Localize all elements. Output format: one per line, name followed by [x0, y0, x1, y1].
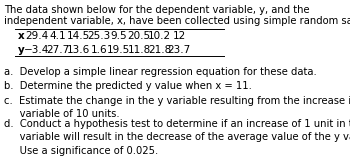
Text: 12: 12 [173, 31, 186, 41]
Text: 23.7: 23.7 [168, 45, 191, 55]
Text: −3.4: −3.4 [24, 45, 50, 55]
Text: 11.8: 11.8 [127, 45, 150, 55]
Text: 21.8: 21.8 [148, 45, 171, 55]
Text: b.  Determine the predicted y value when x = 11.: b. Determine the predicted y value when … [4, 81, 252, 91]
Text: 29.4: 29.4 [25, 31, 49, 41]
Text: 9.5: 9.5 [110, 31, 127, 41]
Text: 20.5: 20.5 [127, 31, 150, 41]
Text: 10.2: 10.2 [148, 31, 171, 41]
Text: The data shown below for the dependent variable, y, and the: The data shown below for the dependent v… [4, 5, 309, 15]
Text: d.  Conduct a hypothesis test to determine if an increase of 1 unit in the x
   : d. Conduct a hypothesis test to determin… [4, 119, 350, 156]
Text: 14.5: 14.5 [66, 31, 90, 41]
Text: 4.1: 4.1 [49, 31, 66, 41]
Text: x: x [18, 31, 24, 41]
Text: 19.5: 19.5 [107, 45, 130, 55]
Text: 25.3: 25.3 [87, 31, 111, 41]
Text: y: y [18, 45, 24, 55]
Text: a.  Develop a simple linear regression equation for these data.: a. Develop a simple linear regression eq… [4, 67, 316, 77]
Text: 13.6: 13.6 [66, 45, 90, 55]
Text: 1.6: 1.6 [91, 45, 107, 55]
Text: independent variable, x, have been collected using simple random sampling.: independent variable, x, have been colle… [4, 16, 350, 26]
Text: c.  Estimate the change in the y variable resulting from the increase in the x
 : c. Estimate the change in the y variable… [4, 96, 350, 119]
Text: 27.7: 27.7 [46, 45, 69, 55]
